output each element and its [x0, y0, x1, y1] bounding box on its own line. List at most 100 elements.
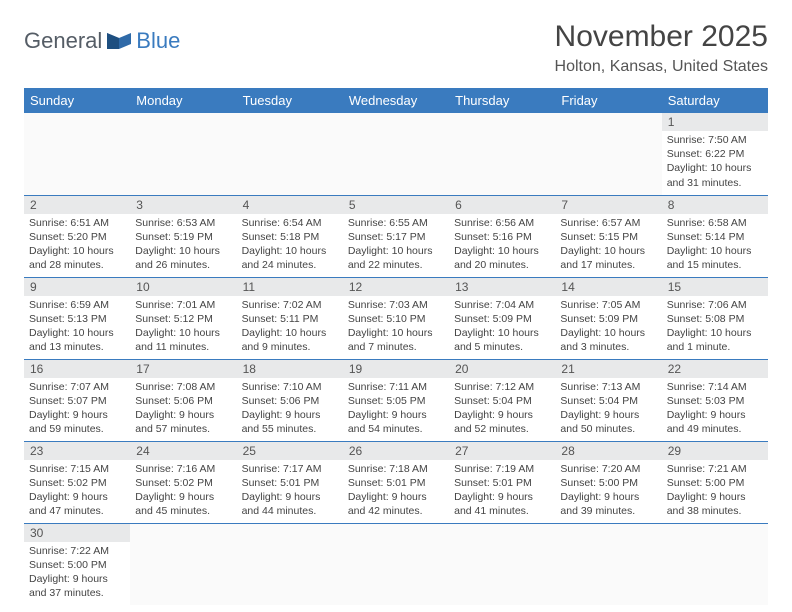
day-details: Sunrise: 6:51 AMSunset: 5:20 PMDaylight:… [24, 214, 130, 277]
sunset-text: Sunset: 5:11 PM [242, 312, 338, 326]
day-number: 29 [662, 442, 768, 460]
sunrise-text: Sunrise: 6:51 AM [29, 216, 125, 230]
day-cell: 17Sunrise: 7:08 AMSunset: 5:06 PMDayligh… [130, 359, 236, 441]
day-cell: 13Sunrise: 7:04 AMSunset: 5:09 PMDayligh… [449, 277, 555, 359]
daylight-text: Daylight: 9 hours and 38 minutes. [667, 490, 763, 518]
day-details: Sunrise: 6:58 AMSunset: 5:14 PMDaylight:… [662, 214, 768, 277]
weekday-header: Saturday [662, 88, 768, 113]
day-details: Sunrise: 7:02 AMSunset: 5:11 PMDaylight:… [237, 296, 343, 359]
day-cell: 14Sunrise: 7:05 AMSunset: 5:09 PMDayligh… [555, 277, 661, 359]
sunset-text: Sunset: 5:02 PM [29, 476, 125, 490]
sunrise-text: Sunrise: 6:54 AM [242, 216, 338, 230]
day-number: 17 [130, 360, 236, 378]
day-details: Sunrise: 7:22 AMSunset: 5:00 PMDaylight:… [24, 542, 130, 605]
sunrise-text: Sunrise: 7:04 AM [454, 298, 550, 312]
flag-icon [106, 32, 132, 50]
sunrise-text: Sunrise: 7:07 AM [29, 380, 125, 394]
sunset-text: Sunset: 5:01 PM [242, 476, 338, 490]
daylight-text: Daylight: 10 hours and 31 minutes. [667, 161, 763, 189]
daylight-text: Daylight: 10 hours and 20 minutes. [454, 244, 550, 272]
weekday-header: Sunday [24, 88, 130, 113]
day-cell-empty [130, 113, 236, 195]
location: Holton, Kansas, United States [555, 58, 768, 76]
sunrise-text: Sunrise: 7:50 AM [667, 133, 763, 147]
sunset-text: Sunset: 5:04 PM [454, 394, 550, 408]
day-details: Sunrise: 7:05 AMSunset: 5:09 PMDaylight:… [555, 296, 661, 359]
daylight-text: Daylight: 10 hours and 22 minutes. [348, 244, 444, 272]
daylight-text: Daylight: 9 hours and 42 minutes. [348, 490, 444, 518]
sunrise-text: Sunrise: 7:17 AM [242, 462, 338, 476]
sunrise-text: Sunrise: 7:06 AM [667, 298, 763, 312]
day-cell: 23Sunrise: 7:15 AMSunset: 5:02 PMDayligh… [24, 441, 130, 523]
day-details: Sunrise: 7:12 AMSunset: 5:04 PMDaylight:… [449, 378, 555, 441]
day-number: 16 [24, 360, 130, 378]
sunrise-text: Sunrise: 7:03 AM [348, 298, 444, 312]
sunrise-text: Sunrise: 7:16 AM [135, 462, 231, 476]
day-number: 14 [555, 278, 661, 296]
header: General Blue November 2025 Holton, Kansa… [24, 20, 768, 76]
sunrise-text: Sunrise: 7:20 AM [560, 462, 656, 476]
daylight-text: Daylight: 9 hours and 49 minutes. [667, 408, 763, 436]
day-cell: 22Sunrise: 7:14 AMSunset: 5:03 PMDayligh… [662, 359, 768, 441]
daylight-text: Daylight: 9 hours and 50 minutes. [560, 408, 656, 436]
daylight-text: Daylight: 10 hours and 17 minutes. [560, 244, 656, 272]
day-cell: 9Sunrise: 6:59 AMSunset: 5:13 PMDaylight… [24, 277, 130, 359]
daylight-text: Daylight: 9 hours and 45 minutes. [135, 490, 231, 518]
sunrise-text: Sunrise: 7:21 AM [667, 462, 763, 476]
day-number: 27 [449, 442, 555, 460]
day-number: 12 [343, 278, 449, 296]
day-cell: 11Sunrise: 7:02 AMSunset: 5:11 PMDayligh… [237, 277, 343, 359]
sunset-text: Sunset: 5:12 PM [135, 312, 231, 326]
sunrise-text: Sunrise: 7:15 AM [29, 462, 125, 476]
sunrise-text: Sunrise: 7:02 AM [242, 298, 338, 312]
day-cell: 15Sunrise: 7:06 AMSunset: 5:08 PMDayligh… [662, 277, 768, 359]
daylight-text: Daylight: 9 hours and 55 minutes. [242, 408, 338, 436]
day-details: Sunrise: 7:04 AMSunset: 5:09 PMDaylight:… [449, 296, 555, 359]
day-number: 6 [449, 196, 555, 214]
day-number: 21 [555, 360, 661, 378]
sunset-text: Sunset: 5:00 PM [667, 476, 763, 490]
day-cell: 29 Sunrise: 7:21 AMSunset: 5:00 PMDayligh… [662, 441, 768, 523]
day-cell: 6Sunrise: 6:56 AMSunset: 5:16 PMDaylight… [449, 195, 555, 277]
day-number: 20 [449, 360, 555, 378]
day-number: 3 [130, 196, 236, 214]
day-number: 13 [449, 278, 555, 296]
day-cell: 20Sunrise: 7:12 AMSunset: 5:04 PMDayligh… [449, 359, 555, 441]
sunset-text: Sunset: 5:05 PM [348, 394, 444, 408]
weekday-header: Monday [130, 88, 236, 113]
sunset-text: Sunset: 5:08 PM [667, 312, 763, 326]
daylight-text: Daylight: 10 hours and 7 minutes. [348, 326, 444, 354]
sunset-text: Sunset: 5:20 PM [29, 230, 125, 244]
day-number: 5 [343, 196, 449, 214]
sunrise-text: Sunrise: 7:05 AM [560, 298, 656, 312]
day-details: Sunrise: 7:50 AMSunset: 6:22 PMDaylight:… [662, 131, 768, 194]
sunrise-text: Sunrise: 7:14 AM [667, 380, 763, 394]
logo-text-blue: Blue [136, 28, 180, 54]
day-details: Sunrise: 6:57 AMSunset: 5:15 PMDaylight:… [555, 214, 661, 277]
day-cell: 28Sunrise: 7:20 AMSunset: 5:00 PMDayligh… [555, 441, 661, 523]
day-cell: 16Sunrise: 7:07 AMSunset: 5:07 PMDayligh… [24, 359, 130, 441]
day-cell-empty [555, 523, 661, 605]
day-details: Sunrise: 7:01 AMSunset: 5:12 PMDaylight:… [130, 296, 236, 359]
sunrise-text: Sunrise: 7:11 AM [348, 380, 444, 394]
daylight-text: Daylight: 9 hours and 52 minutes. [454, 408, 550, 436]
daylight-text: Daylight: 9 hours and 54 minutes. [348, 408, 444, 436]
day-cell: 12Sunrise: 7:03 AMSunset: 5:10 PMDayligh… [343, 277, 449, 359]
day-details: Sunrise: 6:56 AMSunset: 5:16 PMDaylight:… [449, 214, 555, 277]
calendar-week: 9Sunrise: 6:59 AMSunset: 5:13 PMDaylight… [24, 277, 768, 359]
calendar-body: 1Sunrise: 7:50 AMSunset: 6:22 PMDaylight… [24, 113, 768, 605]
day-cell: 24Sunrise: 7:16 AMSunset: 5:02 PMDayligh… [130, 441, 236, 523]
sunrise-text: Sunrise: 7:19 AM [454, 462, 550, 476]
day-cell: 18Sunrise: 7:10 AMSunset: 5:06 PMDayligh… [237, 359, 343, 441]
day-cell-empty [449, 113, 555, 195]
day-number: 22 [662, 360, 768, 378]
sunrise-text: Sunrise: 7:13 AM [560, 380, 656, 394]
sunset-text: Sunset: 5:09 PM [560, 312, 656, 326]
day-cell: 30Sunrise: 7:22 AMSunset: 5:00 PMDayligh… [24, 523, 130, 605]
sunrise-text: Sunrise: 7:01 AM [135, 298, 231, 312]
day-details: Sunrise: 7:19 AMSunset: 5:01 PMDaylight:… [449, 460, 555, 523]
sunrise-text: Sunrise: 7:10 AM [242, 380, 338, 394]
day-cell: 21Sunrise: 7:13 AMSunset: 5:04 PMDayligh… [555, 359, 661, 441]
day-number: 7 [555, 196, 661, 214]
day-cell: 4Sunrise: 6:54 AMSunset: 5:18 PMDaylight… [237, 195, 343, 277]
